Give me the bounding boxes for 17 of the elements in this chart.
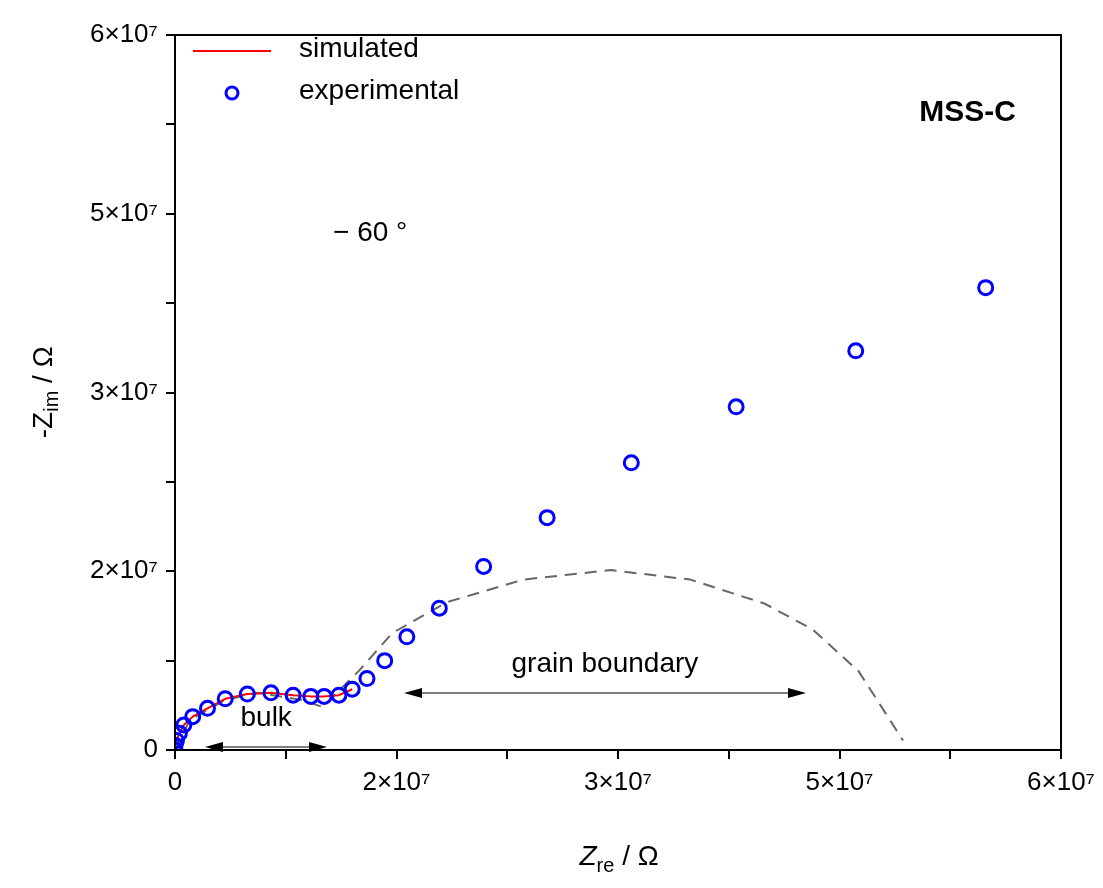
y-tick-label: 3×10⁷ (90, 375, 158, 406)
x-tick-label: 0 (167, 765, 183, 796)
annotation: grain boundary (511, 647, 699, 679)
x-tick-label: 6×10⁷ (1027, 765, 1096, 796)
y-tick-label: 0 (143, 733, 158, 764)
x-tick-label: 3×10⁷ (584, 765, 652, 796)
legend-label: experimental (299, 73, 460, 105)
annotation: − 60 ° (333, 216, 408, 248)
y-tick-label: 2×10⁷ (90, 554, 158, 585)
y-tick-label: 5×10⁷ (90, 196, 158, 227)
legend-label: simulated (299, 31, 419, 63)
y-tick-label: 6×10⁷ (90, 18, 158, 49)
x-axis-title: Z$_{re}$ / Ω (579, 839, 659, 877)
annotation: bulk (240, 701, 292, 733)
x-tick-label: 2×10⁷ (362, 765, 431, 796)
x-tick-label: 5×10⁷ (805, 765, 874, 796)
text: MSS-C (919, 94, 1017, 128)
